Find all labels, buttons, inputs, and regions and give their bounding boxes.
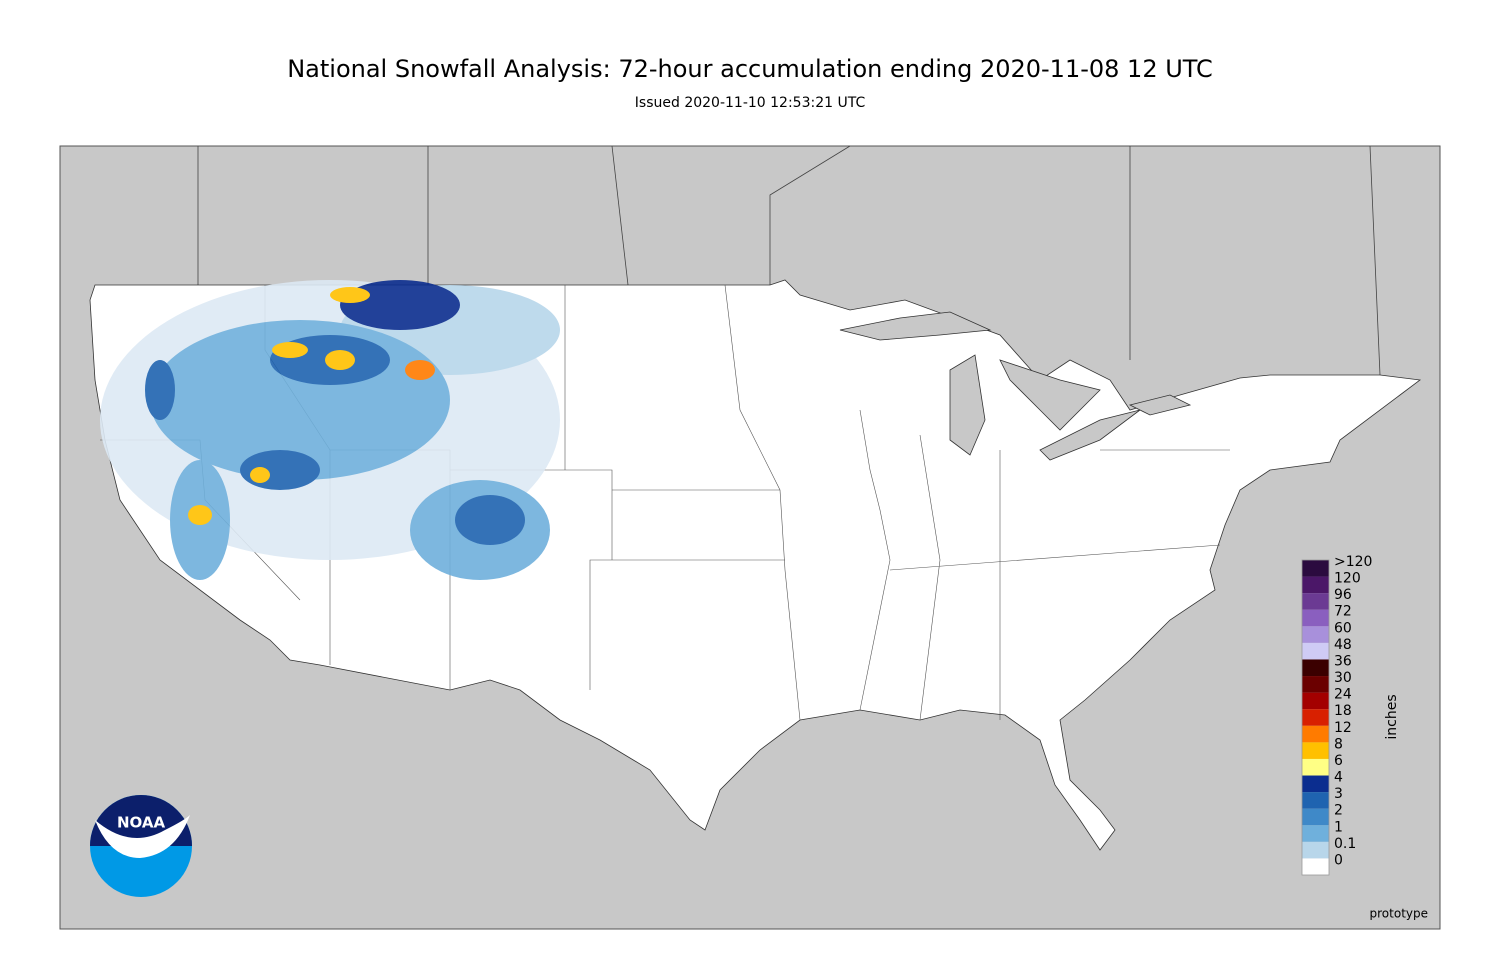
legend-label: 0	[1334, 852, 1343, 868]
note: prototype	[1370, 907, 1428, 921]
legend-label: 1	[1334, 819, 1343, 835]
legend-swatch	[1302, 593, 1329, 610]
legend-label: 8	[1334, 736, 1343, 752]
legend-border	[1301, 559, 1330, 876]
noaa-logo: NOAA	[90, 795, 192, 897]
legend-swatch	[1302, 560, 1329, 577]
legend-label: 60	[1334, 620, 1352, 636]
snowfall	[100, 280, 560, 580]
legend-label: 12	[1334, 720, 1352, 736]
legend-label: 18	[1334, 703, 1352, 719]
legend-swatch	[1302, 692, 1329, 710]
legend-swatch	[1302, 676, 1329, 693]
legend-swatch	[1302, 642, 1329, 660]
legend-label: 0.1	[1334, 836, 1356, 852]
legend-label: >120	[1334, 554, 1372, 570]
legend-swatch	[1302, 775, 1329, 793]
legend-label: 6	[1334, 753, 1343, 769]
legend-swatch	[1302, 758, 1329, 776]
legend-swatch	[1302, 858, 1329, 875]
legend-label: 96	[1334, 587, 1352, 603]
borders	[197, 145, 1381, 376]
legend-swatch	[1302, 576, 1329, 594]
legend-label: 30	[1334, 670, 1352, 686]
legend-label: 120	[1334, 571, 1361, 587]
legend-swatch	[1302, 709, 1329, 726]
legend-label: 4	[1334, 770, 1343, 786]
legend-label: 72	[1334, 604, 1352, 620]
legend-swatch	[1302, 626, 1329, 643]
legend-label: 48	[1334, 637, 1352, 653]
legend-swatch	[1302, 742, 1329, 759]
title: National Snowfall Analysis: 72-hour accu…	[287, 55, 1213, 83]
logo-text: NOAA	[117, 814, 166, 832]
subtitle: Issued 2020-11-10 12:53:21 UTC	[635, 95, 866, 111]
legend: inches >1201209672604836302418128643210.…	[1301, 554, 1400, 876]
legend-label: 2	[1334, 803, 1343, 819]
legend-unit: inches	[1384, 694, 1400, 739]
legend-swatch	[1302, 609, 1329, 627]
legend-swatch	[1302, 825, 1329, 842]
legend-label: 24	[1334, 687, 1352, 703]
legend-swatch	[1302, 659, 1329, 677]
great-lakes	[839, 311, 1192, 461]
legend-label: 36	[1334, 653, 1352, 669]
legend-swatch	[1302, 725, 1329, 743]
legend-label: 3	[1334, 786, 1343, 802]
legend-swatch	[1302, 792, 1329, 809]
legend-swatch	[1302, 841, 1329, 859]
legend-swatch	[1302, 808, 1329, 826]
map	[59, 145, 1441, 930]
